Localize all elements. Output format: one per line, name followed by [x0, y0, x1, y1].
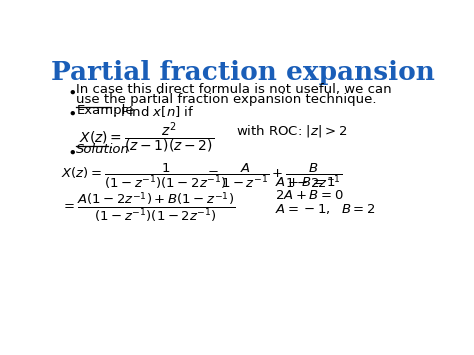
- Text: $\bullet$: $\bullet$: [67, 104, 76, 119]
- Text: $A + B = 1$: $A + B = 1$: [275, 176, 335, 189]
- Text: $2A + B = 0$: $2A + B = 0$: [275, 189, 343, 202]
- Text: $A = -1, \ \ B = 2$: $A = -1, \ \ B = 2$: [275, 202, 375, 216]
- Text: $= \dfrac{A(1-2z^{-1})+B(1-z^{-1})}{(1-z^{-1})(1-2z^{-1})}$: $= \dfrac{A(1-2z^{-1})+B(1-z^{-1})}{(1-z…: [61, 190, 235, 224]
- Text: $X(z) = \dfrac{z^2}{(z-1)(z-2)}$: $X(z) = \dfrac{z^2}{(z-1)(z-2)}$: [79, 120, 214, 155]
- Text: : Find $x[n]$ if: : Find $x[n]$ if: [112, 104, 194, 119]
- Text: use the partial fraction expansion technique.: use the partial fraction expansion techn…: [76, 93, 377, 106]
- Text: $X(z) = \dfrac{1}{(1-z^{-1})(1-2z^{-1})}$: $X(z) = \dfrac{1}{(1-z^{-1})(1-2z^{-1})}…: [61, 162, 228, 191]
- Text: Solution: Solution: [76, 143, 130, 157]
- Text: In case this direct formula is not useful, we can: In case this direct formula is not usefu…: [76, 83, 392, 97]
- Text: Example: Example: [76, 104, 134, 117]
- Text: $= \dfrac{A}{1-z^{-1}} + \dfrac{B}{1-2z^{-1}}$: $= \dfrac{A}{1-z^{-1}} + \dfrac{B}{1-2z^…: [205, 162, 342, 190]
- Text: $\bullet$: $\bullet$: [67, 143, 76, 158]
- Text: with ROC: $|z| > 2$: with ROC: $|z| > 2$: [236, 123, 347, 139]
- Text: Partial fraction expansion: Partial fraction expansion: [51, 60, 435, 84]
- Text: $\bullet$: $\bullet$: [67, 83, 76, 98]
- Text: :: :: [108, 143, 112, 157]
